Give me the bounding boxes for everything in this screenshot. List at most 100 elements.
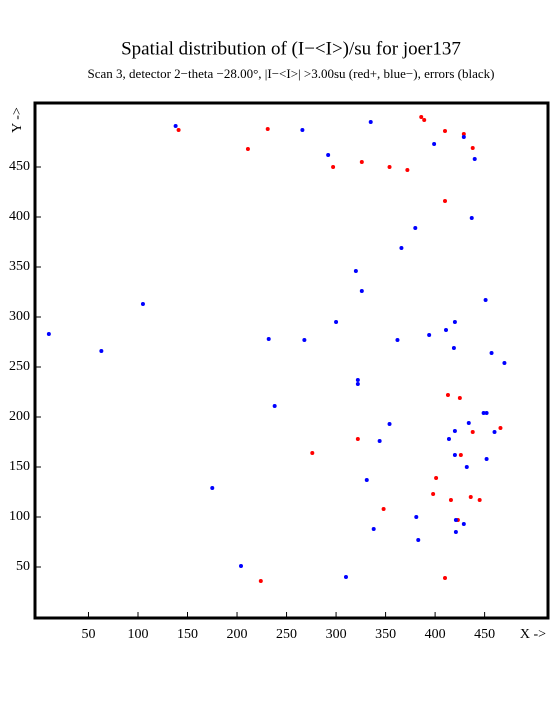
point [413,226,418,230]
x-tick-label: 250 [276,627,297,642]
point [326,153,331,157]
point [381,507,386,511]
point [353,269,358,273]
point [210,486,215,490]
y-tick-label: 400 [9,209,30,224]
point [331,165,336,169]
point [472,157,477,161]
y-tick-label: 50 [16,559,30,574]
point [451,346,456,350]
point [355,382,360,386]
x-tick-label: 400 [425,627,446,642]
point [452,320,457,324]
point [481,411,486,415]
point [461,522,466,526]
point [427,333,432,337]
point [483,298,488,302]
point [395,338,400,342]
plot-frame [33,101,550,620]
point [173,124,178,128]
point [238,564,243,568]
point [258,579,263,583]
point [359,289,364,293]
x-tick-label: 450 [474,627,495,642]
point [368,120,373,124]
point [469,216,474,220]
point [377,439,382,443]
point [414,515,419,519]
point [387,422,392,426]
point [364,478,369,482]
point [399,246,404,250]
point [470,430,475,434]
point [434,476,439,480]
point [453,530,458,534]
point [443,199,448,203]
x-tick-label: 350 [375,627,396,642]
point [452,453,457,457]
y-tick-label: 450 [9,159,30,174]
point [464,465,469,469]
point [334,320,339,324]
point [443,129,448,133]
point [272,404,277,408]
y-tick-label: 300 [9,309,30,324]
point [265,127,270,131]
point [458,453,463,457]
point [359,160,364,164]
point [176,128,181,132]
x-tick-label: 100 [127,627,148,642]
point [502,361,507,365]
point [477,498,482,502]
point [371,527,376,531]
point [46,332,51,336]
point [452,429,457,433]
x-tick-label: 150 [177,627,198,642]
point [446,437,451,441]
point [245,147,250,151]
point [310,451,315,455]
point [355,378,360,382]
point [498,426,503,430]
point [416,538,421,542]
point [448,498,453,502]
point [266,337,271,341]
y-tick-label: 250 [9,359,30,374]
point [453,518,458,522]
point [431,492,436,496]
x-tick-label: 50 [81,627,95,642]
chart-subtitle: Scan 3, detector 2−theta −28.00°, |I−<I>… [88,66,495,81]
point [140,302,145,306]
point [466,421,471,425]
point [492,430,497,434]
chart-title: Spatial distribution of (I−<I>)/su for j… [121,38,461,59]
point [302,338,307,342]
point [457,396,462,400]
point [422,118,427,122]
point [99,349,104,353]
point [470,146,475,150]
point [405,168,410,172]
point [432,142,437,146]
point [468,495,473,499]
point [300,128,305,132]
y-tick-label: 350 [9,259,30,274]
point [484,411,489,415]
y-tick-label: 150 [9,459,30,474]
point [461,132,466,136]
x-tick-label: 200 [227,627,248,642]
point [343,575,348,579]
point [461,135,466,139]
y-tick-label: 100 [9,509,30,524]
x-tick-label: 300 [326,627,347,642]
point [489,351,494,355]
y-tick-label: 200 [9,409,30,424]
y-axis-label: Y -> [10,107,25,133]
point [387,165,392,169]
point [443,576,448,580]
point [484,457,489,461]
x-axis-label: X -> [520,627,546,642]
point [445,393,450,397]
point [443,328,448,332]
